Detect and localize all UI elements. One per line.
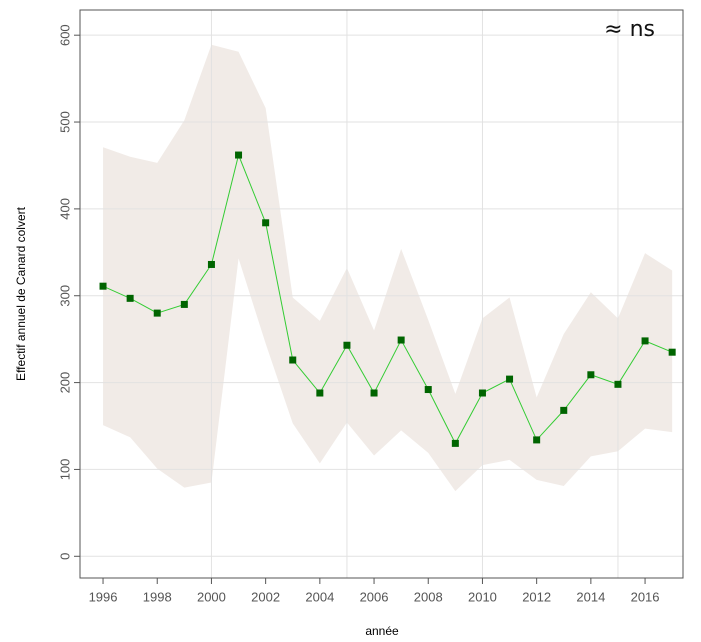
- data-point: [316, 389, 324, 397]
- y-tick-label: 400: [57, 198, 72, 220]
- x-tick-label: 2012: [522, 589, 551, 604]
- x-tick-label: 2016: [631, 589, 660, 604]
- x-tick-label: 2014: [576, 589, 605, 604]
- data-point: [641, 337, 649, 345]
- data-point: [533, 436, 541, 444]
- confidence-band: [103, 44, 673, 492]
- y-tick-label: 600: [57, 24, 72, 46]
- annotation: ≈ ns: [604, 17, 655, 42]
- x-tick-label: 1996: [89, 589, 118, 604]
- y-tick-label: 100: [57, 459, 72, 481]
- data-point: [235, 151, 243, 159]
- data-point: [424, 386, 432, 394]
- data-line: [102, 153, 673, 445]
- data-point: [506, 375, 514, 383]
- y-tick-label: 500: [57, 111, 72, 133]
- data-point: [343, 341, 351, 349]
- x-tick-label: 2008: [414, 589, 443, 604]
- data-point: [126, 294, 134, 302]
- x-tick-label: 2006: [360, 589, 389, 604]
- y-tick-label: 300: [57, 285, 72, 307]
- plot-area: 0 100 200 300 400 500 600 1996 1998 2000 2002 2004 2…: [57, 9, 684, 604]
- data-point: [207, 260, 215, 268]
- data-point: [370, 389, 378, 397]
- data-point: [668, 348, 676, 356]
- data-point: [587, 371, 595, 379]
- data-point: [262, 219, 270, 227]
- data-point: [478, 389, 486, 397]
- data-point: [99, 282, 107, 290]
- x-tick-label: 2000: [197, 589, 226, 604]
- x-axis-label: année: [365, 624, 399, 638]
- x-tick-label: 2004: [305, 589, 334, 604]
- data-point: [614, 380, 622, 388]
- x-tick-label: 2002: [251, 589, 280, 604]
- y-tick-label: 0: [57, 553, 72, 560]
- x-tick-label: 2010: [468, 589, 497, 604]
- data-point: [153, 309, 161, 317]
- data-point: [451, 439, 459, 447]
- y-axis-label: Effectif annuel de Canard colvert: [14, 206, 28, 381]
- data-point: [397, 336, 405, 344]
- x-tick-label: 1998: [143, 589, 172, 604]
- data-point: [180, 300, 188, 308]
- data-point: [289, 356, 297, 364]
- data-point: [560, 406, 568, 414]
- y-tick-label: 200: [57, 372, 72, 394]
- plot-frame: [79, 9, 684, 579]
